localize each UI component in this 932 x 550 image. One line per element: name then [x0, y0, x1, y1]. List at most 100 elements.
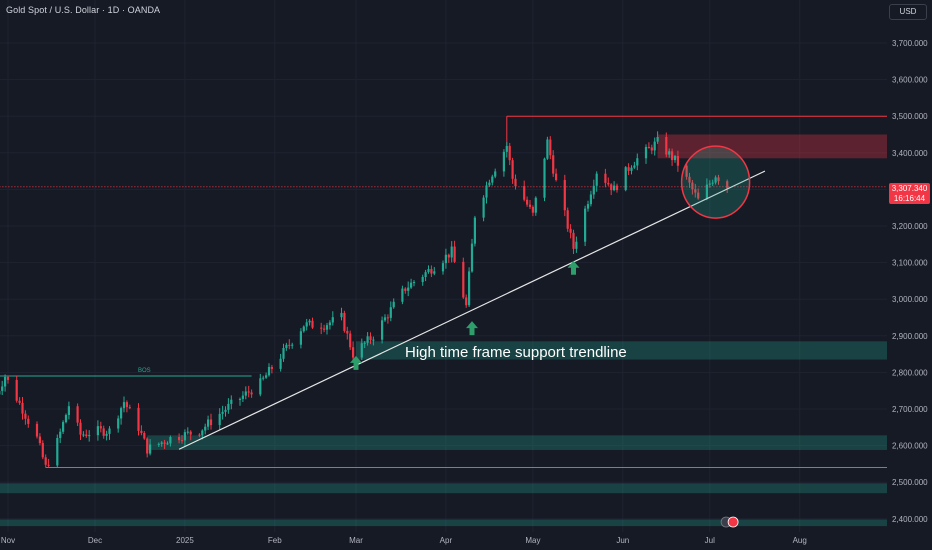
bull-candle [381, 320, 384, 340]
bear-candle [665, 137, 668, 155]
bull-candle [488, 182, 491, 186]
time-tick-label: May [525, 536, 540, 545]
bear-candle [627, 167, 630, 171]
bull-candle [262, 377, 265, 379]
bull-candle [589, 194, 592, 205]
bull-candle [502, 151, 505, 172]
bull-candle [230, 399, 233, 404]
bull-candle [160, 442, 163, 444]
bear-candle [607, 182, 610, 185]
bear-candle [563, 180, 566, 211]
bear-candle [694, 189, 697, 193]
bear-candle [447, 254, 450, 258]
bull-candle [363, 342, 366, 344]
bull-candle [308, 320, 311, 323]
bear-candle [47, 464, 50, 466]
bull-candle [421, 277, 424, 283]
event-flag-icon [727, 516, 739, 528]
bear-candle [531, 206, 534, 213]
bear-candle [676, 156, 679, 166]
bear-candle [352, 347, 355, 358]
bear-candle [178, 437, 181, 441]
price-tick-label: 2,700.000 [892, 405, 928, 414]
bull-candle [227, 403, 230, 410]
bear-candle [462, 261, 465, 298]
price-tick-label: 3,700.000 [892, 39, 928, 48]
bull-candle [221, 411, 224, 414]
arrow-up-icon [567, 260, 580, 275]
time-axis[interactable]: Nov Dec 2025 Feb Mar Apr May Jun Jul Aug [1, 536, 807, 545]
bull-candle [299, 331, 302, 345]
bear-candle [615, 185, 619, 191]
chart-title: Gold Spot / U.S. Dollar · 1D · OANDA [6, 5, 161, 15]
price-tick-label: 3,500.000 [892, 112, 928, 121]
time-tick-label: Dec [88, 536, 102, 545]
bear-candle [21, 402, 24, 414]
bull-candle [624, 167, 627, 191]
green-zone [0, 483, 887, 494]
bull-candle [389, 307, 392, 318]
bear-candle [688, 176, 691, 183]
currency-button[interactable]: USD [889, 4, 927, 20]
bull-candle [62, 422, 65, 432]
bull-candle [291, 344, 294, 346]
bull-candle [105, 433, 108, 436]
bear-candle [523, 186, 526, 200]
bull-candle [433, 271, 436, 274]
event-flags[interactable] [720, 516, 739, 528]
bull-candle [711, 182, 714, 184]
bull-candle [285, 344, 288, 348]
bear-candle [511, 160, 514, 179]
bull-candle [470, 243, 474, 272]
bear-candle [346, 330, 349, 334]
bull-candle [157, 443, 160, 445]
last-price-tag: 3,307.340 16:16:44 [889, 183, 930, 204]
bull-candle [491, 176, 494, 183]
price-axis[interactable]: 2,400.000 2,500.000 2,600.000 2,700.000 2,80… [892, 39, 928, 524]
bull-candle [412, 282, 416, 284]
bear-candle [189, 431, 192, 435]
bull-candle [401, 288, 404, 302]
bull-candle [595, 173, 598, 186]
bear-candle [209, 419, 213, 426]
bull-candle [67, 406, 70, 415]
bull-candle [613, 185, 616, 191]
bull-candle [450, 246, 453, 258]
highlight-circle[interactable] [680, 145, 751, 219]
bull-candle [494, 171, 497, 177]
bear-candle [566, 210, 569, 229]
bear-candle [569, 228, 572, 233]
price-tick-label: 2,900.000 [892, 332, 928, 341]
support-trendline[interactable] [178, 170, 766, 450]
bear-candle [453, 246, 456, 262]
bull-candle [108, 428, 111, 434]
bear-candle [128, 407, 131, 409]
bear-candle [102, 428, 105, 436]
arrow-up-icon [350, 355, 362, 370]
bear-candle [604, 173, 607, 183]
bull-candle [534, 197, 537, 213]
bull-candle [169, 437, 172, 444]
green-zone [0, 519, 887, 527]
price-tick-label: 3,200.000 [892, 222, 928, 231]
bull-candle [59, 431, 62, 439]
bull-candle [575, 241, 578, 249]
time-tick-label: Mar [349, 536, 363, 545]
time-tick-label: 2025 [176, 536, 194, 545]
bull-candle [328, 322, 331, 326]
bear-candle [528, 204, 532, 207]
bull-candle [630, 167, 633, 171]
bear-candle [18, 400, 21, 403]
bull-candle [410, 282, 413, 288]
bull-candle [218, 413, 221, 426]
bull-candle [201, 430, 204, 436]
trendline [178, 170, 766, 450]
bear-candle [685, 165, 688, 177]
bull-candle [633, 165, 636, 168]
bear-candle [35, 423, 39, 437]
bear-candle [27, 418, 30, 424]
bear-candle [311, 320, 314, 328]
bull-candle [546, 139, 549, 159]
bull-candle [392, 301, 395, 308]
